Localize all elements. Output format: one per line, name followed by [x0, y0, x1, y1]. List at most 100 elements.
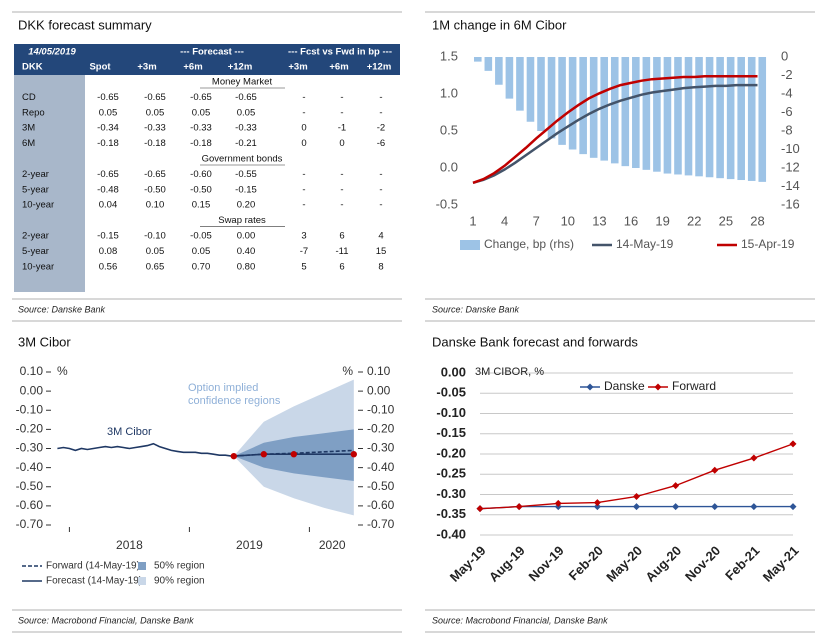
table-cell: 2-year [22, 169, 49, 180]
table-cell: -0.18 [190, 138, 212, 149]
table-header-bg [14, 44, 400, 75]
marker [260, 451, 267, 458]
header-cell: +12m [228, 62, 253, 73]
header-cell: DKK [22, 62, 43, 73]
table-cell: - [340, 184, 343, 195]
table-cell: 0.70 [192, 261, 211, 272]
y-tick-label: -0.30 [436, 486, 466, 501]
header-cell: +3m [137, 62, 156, 73]
x-tick-label: 2019 [236, 538, 263, 552]
table-cell: - [379, 107, 382, 118]
marker [711, 466, 719, 474]
marker [290, 451, 297, 458]
table-cell: -0.15 [97, 231, 119, 242]
y2-tick-label: 0.10 [367, 364, 391, 378]
source: Source: Danske Bank [432, 304, 520, 314]
x-tick-label: 2018 [116, 538, 143, 552]
y2-tick-label: -10 [781, 141, 800, 156]
y-tick-label: -0.10 [16, 402, 44, 416]
table-cell: 3 [301, 231, 306, 242]
y-tick-label: 1.0 [440, 85, 458, 100]
table-cell: - [302, 169, 305, 180]
y-tick-label: -0.35 [436, 506, 466, 521]
table-cell: CD [22, 92, 36, 103]
legend-marker [654, 383, 662, 391]
table-cell: 0.05 [237, 107, 256, 118]
x-tick-label: Aug-19 [486, 543, 528, 585]
table-cell: -0.60 [190, 169, 212, 180]
x-tick-label: May-21 [760, 543, 802, 585]
y-tick-label: 1.5 [440, 48, 458, 63]
annotation: 3M CIBOR, % [475, 366, 544, 378]
section-header: Swap rates [218, 215, 266, 226]
panel-frames [12, 11, 815, 633]
annotation: Option implied [188, 382, 258, 394]
table-cell: 6 [339, 231, 344, 242]
x-tick-label: Feb-21 [722, 543, 762, 583]
panel-title: Danske Bank forecast and forwards [432, 334, 638, 349]
y-tick-label: -0.40 [436, 526, 466, 541]
header-cell: Spot [89, 62, 111, 73]
bar [695, 57, 703, 177]
header-cell: +6m [183, 62, 202, 73]
table-cell: -0.33 [144, 123, 166, 134]
table-cell: - [302, 184, 305, 195]
header-cell: +3m [288, 62, 307, 73]
y2-tick-label: -14 [781, 178, 800, 193]
marker [633, 503, 640, 511]
table-cell: 10-year [22, 200, 54, 211]
y-tick-label: -0.40 [16, 460, 44, 474]
table-cell: - [302, 200, 305, 211]
y-tick-label: -0.20 [16, 422, 44, 436]
x-tick-label: 28 [750, 213, 764, 228]
table-cell: 0 [339, 138, 344, 149]
x-tick-label: 13 [592, 213, 606, 228]
table-cell: 6 [339, 261, 344, 272]
table-cell: -0.34 [97, 123, 119, 134]
header-cell: --- Fcst vs Fwd in bp --- [288, 47, 392, 58]
y-tick-label: -0.15 [436, 425, 466, 440]
table-cell: -6 [377, 138, 385, 149]
x-tick-label: May-19 [447, 543, 489, 585]
y-tick-label: -0.25 [436, 466, 466, 481]
table-cell: 0.56 [99, 261, 118, 272]
legend-swatch [138, 562, 146, 570]
marker [593, 503, 601, 511]
bar [747, 57, 756, 181]
table-cell: - [340, 107, 343, 118]
legend-label: 90% region [154, 576, 205, 587]
table-cell: 0.05 [146, 246, 165, 257]
x-tick-label: 10 [561, 213, 575, 228]
legend-label: Forward [672, 379, 716, 393]
panel-title: DKK forecast summary [18, 17, 152, 32]
table-cell: -0.33 [235, 123, 257, 134]
legend-label: Change, bp (rhs) [484, 237, 574, 251]
y2-tick-label: -0.40 [367, 460, 395, 474]
y-tick-label: 0.10 [20, 364, 44, 378]
header-cell: --- Forecast --- [180, 47, 244, 58]
x-tick-label: 1 [469, 213, 476, 228]
y2-tick-label: -12 [781, 159, 800, 174]
table-cell: 0.80 [237, 261, 256, 272]
table-cell: 0.05 [192, 246, 211, 257]
legend-swatch [138, 577, 146, 585]
table-cell: 10-year [22, 261, 54, 272]
x-tick-label: 7 [533, 213, 540, 228]
table-cell: 0.04 [99, 200, 118, 211]
table-cell: 15 [376, 246, 387, 257]
marker [711, 503, 719, 511]
table-cell: - [379, 200, 382, 211]
x-tick-label: 2020 [319, 538, 346, 552]
bar [663, 57, 672, 174]
legend-label: Forecast (14-May-19) [46, 576, 142, 587]
table-cell: 0.05 [146, 107, 165, 118]
table-cell: -0.55 [235, 169, 257, 180]
y2-tick-label: -0.70 [367, 517, 395, 531]
table-cell: 5-year [22, 184, 49, 195]
table-cell: - [379, 184, 382, 195]
table-cell: 3M [22, 123, 35, 134]
table-cell: -7 [300, 246, 308, 257]
legend-label: Forward (14-May-19) [46, 561, 140, 572]
marker [593, 499, 601, 507]
